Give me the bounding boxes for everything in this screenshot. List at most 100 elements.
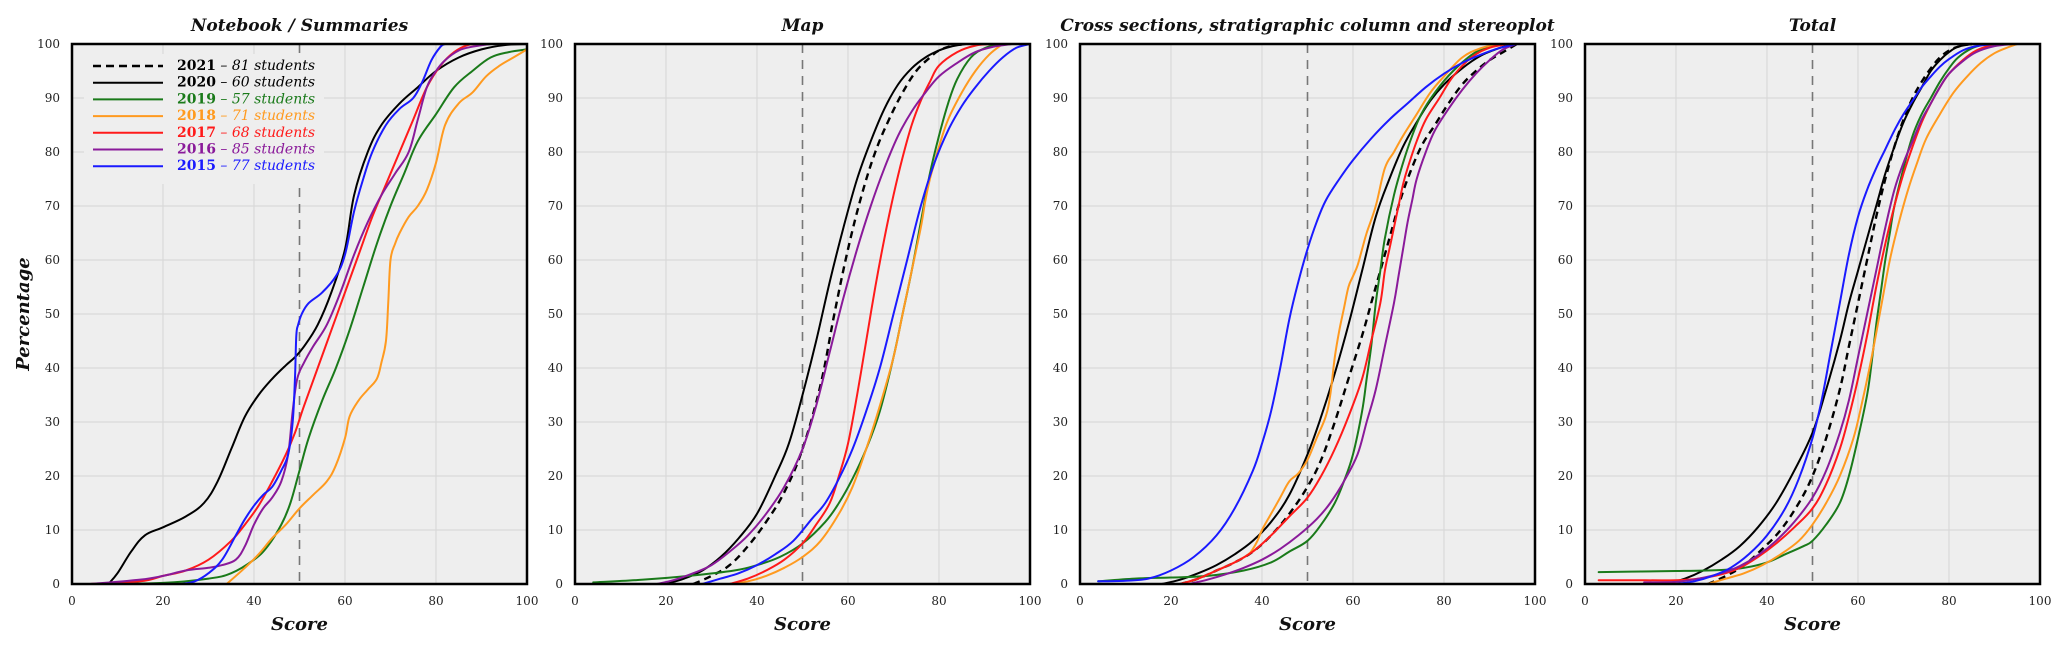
y-tick-label: 20 xyxy=(45,469,60,483)
y-tick-label: 60 xyxy=(548,253,563,267)
y-tick-label: 50 xyxy=(1558,307,1573,321)
x-tick-label: 0 xyxy=(68,594,76,608)
x-tick-label: 60 xyxy=(1850,594,1865,608)
y-tick-label: 80 xyxy=(1053,145,1068,159)
series-group xyxy=(592,42,1031,586)
y-tick-label: 10 xyxy=(1053,523,1068,537)
series-group xyxy=(89,43,528,585)
legend-item-2015: 2015 – 77 students xyxy=(93,158,315,174)
x-axis-label: Score xyxy=(774,614,831,635)
y-tick-label: 30 xyxy=(45,415,60,429)
series-2019 xyxy=(1597,43,1987,574)
axes-frame xyxy=(573,42,1032,586)
series-2015 xyxy=(1097,43,1518,583)
series-group xyxy=(1597,42,2019,586)
series-2020 xyxy=(1160,43,1514,585)
y-tick-label: 20 xyxy=(548,469,563,483)
y-tick-label: 60 xyxy=(45,253,60,267)
legend-item-2017: 2017 – 68 students xyxy=(93,125,315,141)
series-2018 xyxy=(728,43,1004,585)
y-tick-label: 50 xyxy=(45,307,60,321)
x-tick-label: 60 xyxy=(337,594,352,608)
x-axis-label: Score xyxy=(1784,614,1841,635)
y-tick-label: 30 xyxy=(1053,415,1068,429)
x-tick-label: 60 xyxy=(840,594,855,608)
panel-title: Total xyxy=(1789,16,1837,36)
legend-label: 2017 – 68 students xyxy=(177,125,315,141)
legend-item-2021: 2021 – 81 students xyxy=(93,58,315,74)
axes-frame xyxy=(70,42,529,586)
axes-frame xyxy=(1078,42,1537,586)
series-2019 xyxy=(592,43,1000,584)
y-tick-label: 0 xyxy=(52,577,60,591)
series-2017 xyxy=(728,43,995,585)
x-tick-label: 80 xyxy=(931,594,946,608)
y-tick-label: 30 xyxy=(548,415,563,429)
legend-item-2016: 2016 – 85 students xyxy=(93,142,315,158)
series-2015 xyxy=(1675,43,1996,585)
x-tick-label: 100 xyxy=(516,594,539,608)
y-tick-label: 80 xyxy=(45,145,60,159)
x-tick-label: 20 xyxy=(155,594,170,608)
series-2020 xyxy=(1665,43,1973,585)
y-tick-label: 90 xyxy=(45,91,60,105)
series-2018 xyxy=(225,48,528,585)
y-tick-label: 90 xyxy=(548,91,563,105)
y-tick-label: 30 xyxy=(1558,415,1573,429)
legend-label: 2021 – 81 students xyxy=(177,58,315,74)
panel-4: 0 10 20 30 40 50 60 70 80 90 100 0 20 40 60 80 100 Total S… xyxy=(1550,16,2051,635)
legend-label: 2015 – 77 students xyxy=(177,158,315,174)
x-tick-label: 100 xyxy=(1524,594,1547,608)
legend-item-2020: 2020 – 60 students xyxy=(93,75,315,91)
y-tick-label: 100 xyxy=(37,37,60,51)
y-tick-label: 60 xyxy=(1558,253,1573,267)
y-tick-label: 80 xyxy=(548,145,563,159)
y-tick-label: 10 xyxy=(45,523,60,537)
y-tick-label: 40 xyxy=(548,361,563,375)
legend-item-2019: 2019 – 57 students xyxy=(93,91,315,107)
y-tick-label: 70 xyxy=(548,199,563,213)
x-tick-label: 80 xyxy=(1436,594,1451,608)
series-2016 xyxy=(89,43,492,585)
series-2015 xyxy=(701,43,1031,585)
y-tick-label: 90 xyxy=(1053,91,1068,105)
y-tick-label: 100 xyxy=(540,37,563,51)
series-2020 xyxy=(665,43,968,585)
x-tick-label: 0 xyxy=(1581,594,1589,608)
panel-title: Map xyxy=(781,16,824,36)
x-tick-label: 100 xyxy=(1019,594,1042,608)
legend-label: 2020 – 60 students xyxy=(177,75,315,91)
x-axis-label: Score xyxy=(271,614,328,635)
x-tick-label: 40 xyxy=(246,594,261,608)
y-tick-label: 0 xyxy=(555,577,563,591)
series-2017 xyxy=(1179,43,1509,585)
panel-title: Notebook / Summaries xyxy=(190,16,409,36)
x-tick-label: 20 xyxy=(1668,594,1683,608)
legend-item-2018: 2018 – 71 students xyxy=(93,108,315,124)
legend-background xyxy=(84,54,324,184)
series-2018 xyxy=(1179,43,1500,585)
series-2021 xyxy=(1707,42,1977,586)
y-tick-label: 10 xyxy=(548,523,563,537)
y-tick-label: 70 xyxy=(1053,199,1068,213)
series-group xyxy=(1097,42,1518,586)
y-tick-label: 60 xyxy=(1053,253,1068,267)
x-tick-label: 60 xyxy=(1345,594,1360,608)
x-tick-label: 40 xyxy=(749,594,764,608)
y-tick-label: 70 xyxy=(1558,199,1573,213)
y-tick-label: 50 xyxy=(1053,307,1068,321)
x-axis-label: Score xyxy=(1279,614,1336,635)
y-tick-label: 40 xyxy=(45,361,60,375)
legend-label: 2018 – 71 students xyxy=(177,108,315,124)
series-2015 xyxy=(180,43,447,585)
y-tick-label: 0 xyxy=(1565,577,1573,591)
panel-title: Cross sections, stratigraphic column and… xyxy=(1060,16,1555,36)
y-tick-label: 50 xyxy=(548,307,563,321)
y-tick-label: 100 xyxy=(1045,37,1068,51)
y-tick-label: 80 xyxy=(1558,145,1573,159)
y-tick-label: 90 xyxy=(1558,91,1573,105)
series-2019 xyxy=(1097,43,1500,583)
